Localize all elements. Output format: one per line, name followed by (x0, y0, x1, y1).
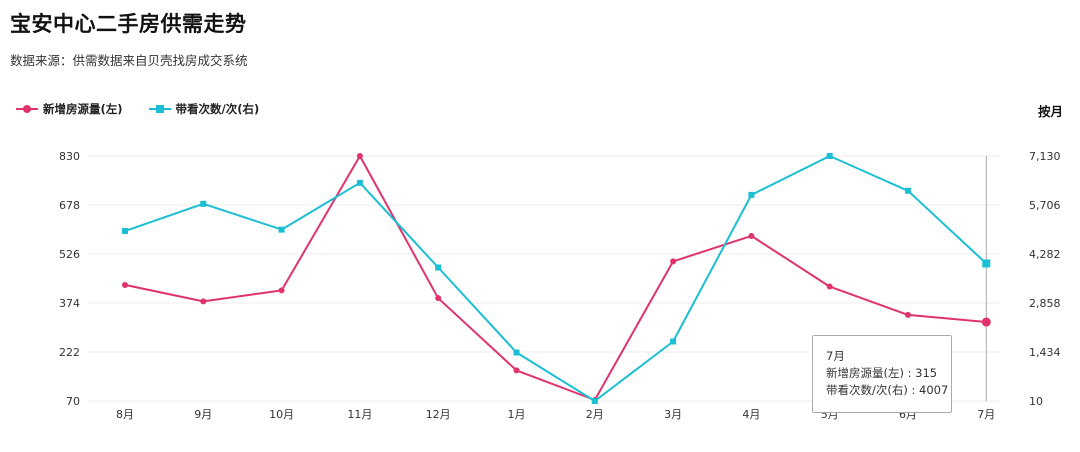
y-axis-right: 7,130 5,706 4,282 2,858 1,434 10 (1029, 150, 1061, 408)
data-point (670, 258, 677, 265)
x-tick-label: 11月 (347, 408, 372, 421)
series-lines (122, 153, 991, 404)
data-point (278, 226, 285, 233)
legend-item-supply[interactable]: 新增房源量(左) (16, 101, 123, 117)
x-tick-label: 2月 (586, 408, 604, 421)
y-left-tick-label: 70 (66, 395, 80, 408)
y-right-tick-label: 2,858 (1029, 297, 1061, 310)
y-axis-left: 830 678 526 374 222 70 (59, 150, 80, 408)
y-right-tick-label: 1,434 (1029, 346, 1061, 359)
x-tick-label: 10月 (269, 408, 294, 421)
y-right-tick-label: 5,706 (1029, 199, 1061, 212)
x-axis: 8月 9月 10月 11月 12月 1月 2月 3月 4月 5月 6月 7月 (116, 408, 995, 421)
series-line (124, 155, 987, 401)
data-point (122, 228, 128, 235)
x-tick-label: 12月 (426, 408, 451, 421)
y-left-tick-label: 374 (59, 297, 80, 310)
period-toggle-monthly[interactable]: 按月 (1037, 104, 1063, 119)
x-tick-label: 9月 (194, 408, 212, 421)
data-point (981, 317, 991, 327)
data-point (435, 264, 442, 271)
data-point (513, 367, 520, 374)
y-right-tick-label: 7,130 (1029, 150, 1061, 163)
grid-lines (88, 155, 1000, 402)
legend-line-square-icon (148, 103, 171, 115)
tooltip-line-supply: 新增房源量(左) : 315 (826, 366, 938, 380)
legend-item-demand[interactable]: 带看次数/次(右) (148, 101, 260, 117)
y-left-tick-label: 526 (59, 248, 80, 261)
data-point (982, 259, 991, 268)
x-tick-label: 1月 (508, 408, 526, 421)
y-left-tick-label: 830 (59, 150, 80, 163)
data-point (513, 349, 520, 356)
x-tick-label: 3月 (664, 408, 682, 421)
data-point (905, 311, 911, 318)
y-left-tick-label: 678 (59, 199, 80, 212)
data-point (748, 232, 755, 239)
page-title: 宝安中心二手房供需走势 (10, 12, 247, 36)
data-point (356, 179, 363, 186)
y-right-tick-label: 4,282 (1029, 248, 1061, 261)
tooltip-title: 7月 (826, 349, 845, 363)
data-point (278, 287, 285, 294)
data-point (435, 295, 442, 302)
data-point (200, 298, 207, 305)
x-tick-label: 8月 (116, 408, 134, 421)
data-point (200, 200, 207, 207)
data-point (748, 191, 755, 198)
x-tick-label: 4月 (742, 408, 760, 421)
y-left-tick-label: 222 (59, 346, 80, 359)
tooltip-line-demand: 带看次数/次(右) : 4007 (826, 383, 949, 397)
series-line (124, 155, 987, 402)
data-point (826, 283, 833, 290)
data-point (905, 187, 911, 194)
data-point (356, 153, 363, 159)
y-right-tick-label: 10 (1029, 395, 1043, 408)
x-tick-label: 7月 (977, 408, 995, 421)
data-point (826, 153, 833, 159)
data-point (591, 398, 598, 404)
legend-label-supply: 新增房源量(左) (43, 102, 123, 116)
data-point (670, 338, 677, 345)
chart-tooltip: 7月 新增房源量(左) : 315 带看次数/次(右) : 4007 (812, 335, 952, 413)
legend-label-demand: 带看次数/次(右) (175, 102, 260, 116)
data-point (122, 281, 128, 288)
chart-legend: 新增房源量(左) 带看次数/次(右) (16, 101, 259, 117)
data-source-note: 数据来源：供需数据来自贝壳找房成交系统 (10, 53, 248, 68)
series-demand (122, 153, 991, 404)
legend-line-circle-icon (16, 103, 38, 115)
